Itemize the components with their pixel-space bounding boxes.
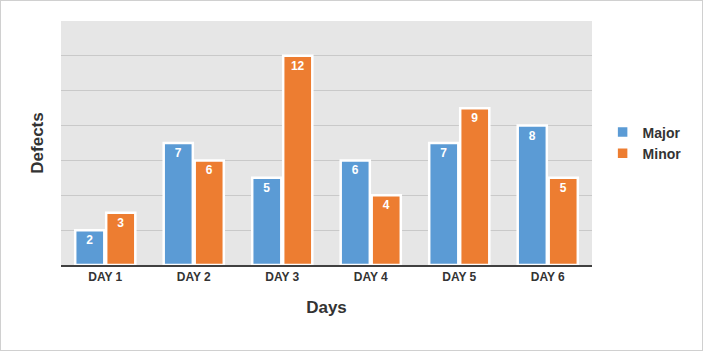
svg-text:4: 4 (383, 198, 390, 212)
svg-text:7: 7 (175, 146, 182, 160)
svg-text:DAY 1: DAY 1 (88, 270, 122, 284)
svg-text:DAY 4: DAY 4 (354, 270, 388, 284)
svg-text:DAY 3: DAY 3 (265, 270, 299, 284)
svg-text:6: 6 (352, 163, 359, 177)
svg-text:Defects: Defects (28, 112, 47, 173)
svg-text:DAY 6: DAY 6 (531, 270, 565, 284)
svg-text:Major: Major (643, 125, 681, 141)
svg-text:7: 7 (440, 146, 447, 160)
svg-text:5: 5 (560, 181, 567, 195)
svg-text:5: 5 (263, 181, 270, 195)
svg-text:9: 9 (471, 111, 478, 125)
svg-text:6: 6 (206, 163, 213, 177)
svg-text:3: 3 (117, 216, 124, 230)
svg-text:2: 2 (86, 233, 93, 247)
svg-text:12: 12 (291, 59, 305, 73)
svg-text:DAY 2: DAY 2 (177, 270, 211, 284)
svg-text:Minor: Minor (643, 146, 682, 162)
svg-text:8: 8 (529, 129, 536, 143)
svg-text:DAY 5: DAY 5 (442, 270, 476, 284)
svg-text:Days: Days (306, 298, 347, 317)
